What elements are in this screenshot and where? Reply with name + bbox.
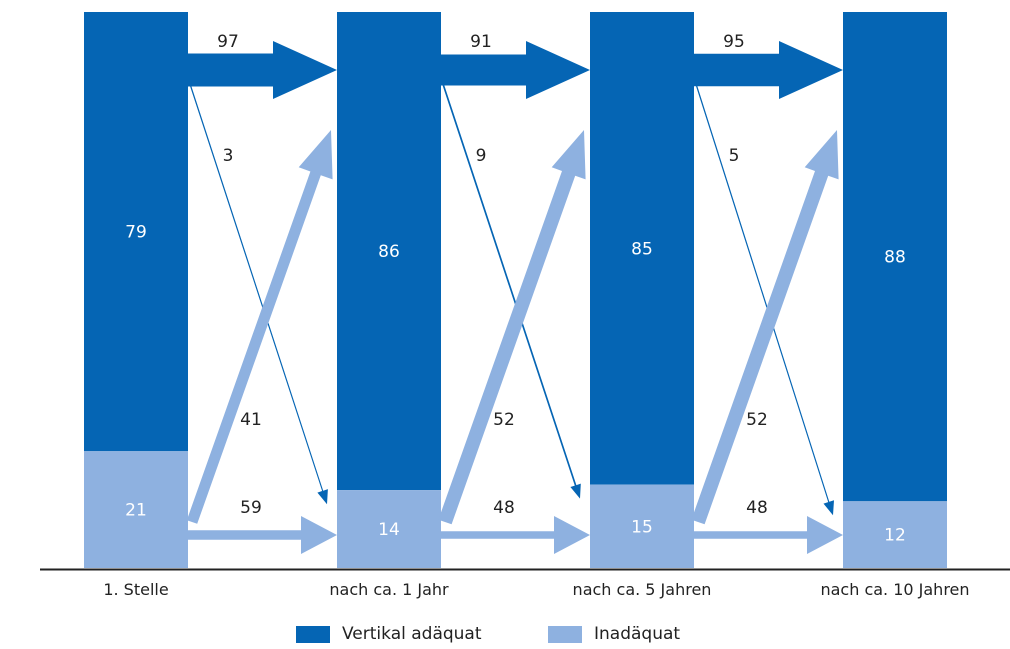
arrow-label-adaequat-to-adaequat: 91 [470,32,492,52]
arrow-adaequat-to-inadaequat [442,83,581,499]
legend-label-inadaequat: Inadäquat [594,624,681,644]
arrow-label-inadaequat-to-adaequat: 52 [493,410,515,430]
arrow-inadaequat-to-inadaequat [694,516,843,554]
arrow-adaequat-to-inadaequat [695,83,834,516]
bar-inadaequat [84,451,188,568]
legend-swatch-vertikal-adaequat [296,625,330,643]
legend-item-vertikal-adaequat: Vertikal adäquat [296,624,482,644]
arrow-adaequat-to-inadaequat [189,83,328,505]
flow-chart: 79 21 86 14 85 15 88 12 97 3 41 59 91 9 52 48 95 5 52 48 [40,12,1010,571]
bar-vertikal-adaequat [337,12,441,491]
bar-label-inadaequat: 14 [378,520,400,540]
arrow-inadaequat-to-inadaequat [441,516,590,554]
arrow-adaequat-to-adaequat [694,41,843,99]
bar-vertikal-adaequat [843,12,947,502]
legend-label-vertikal-adaequat: Vertikal adäquat [342,624,482,644]
arrow-label-adaequat-to-adaequat: 97 [217,32,239,52]
arrow-label-inadaequat-to-adaequat: 52 [746,410,768,430]
bar-label-vertikal-adaequat: 86 [378,242,400,262]
bar-inadaequat [843,501,947,568]
legend: Vertikal adäquat Inadäquat [0,624,1010,648]
legend-swatch-inadaequat [548,625,582,643]
arrow-label-adaequat-to-inadaequat: 9 [476,146,487,166]
x-tick-label: nach ca. 10 Jahren [820,580,970,599]
bar-inadaequat [337,490,441,568]
arrow-label-adaequat-to-adaequat: 95 [723,32,745,52]
arrow-adaequat-to-adaequat [441,41,590,99]
arrow-inadaequat-to-inadaequat [188,516,337,554]
x-tick-label: nach ca. 1 Jahr [329,580,449,599]
bar-label-inadaequat: 12 [884,526,906,546]
arrow-label-adaequat-to-inadaequat: 5 [729,146,740,166]
x-tick-label: 1. Stelle [103,580,169,599]
arrow-inadaequat-to-adaequat [691,130,839,525]
arrow-label-inadaequat-to-inadaequat: 48 [493,498,515,518]
bar-label-inadaequat: 15 [631,517,653,537]
bar-inadaequat [590,484,694,568]
bar-label-vertikal-adaequat: 79 [125,223,147,243]
arrow-adaequat-to-adaequat [188,41,337,99]
bar-vertikal-adaequat [84,12,188,452]
arrow-inadaequat-to-adaequat [438,130,586,525]
arrow-label-adaequat-to-inadaequat: 3 [223,146,234,166]
bar-vertikal-adaequat [590,12,694,485]
x-tick-label: nach ca. 5 Jahren [572,580,712,599]
legend-item-inadaequat: Inadäquat [548,624,680,644]
arrow-label-inadaequat-to-inadaequat: 59 [240,498,262,518]
arrow-label-inadaequat-to-adaequat: 41 [240,410,262,430]
bar-label-inadaequat: 21 [125,501,147,521]
bar-label-vertikal-adaequat: 88 [884,248,906,268]
bar-label-vertikal-adaequat: 85 [631,239,653,259]
arrow-label-inadaequat-to-inadaequat: 48 [746,498,768,518]
arrow-inadaequat-to-adaequat [186,130,333,524]
